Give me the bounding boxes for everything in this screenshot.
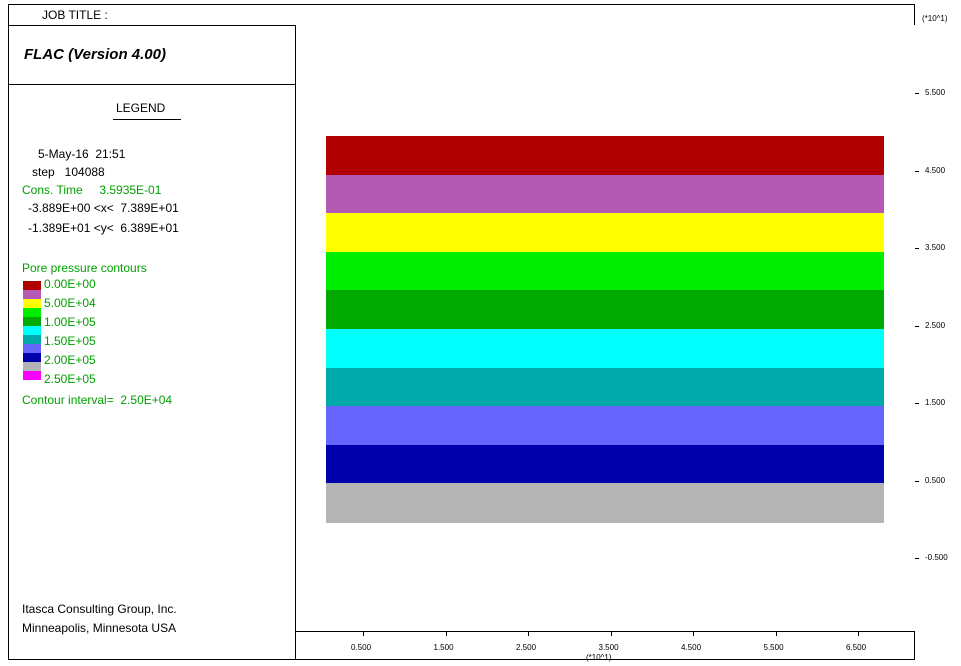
contour-band <box>326 406 884 446</box>
y-tick <box>915 403 919 404</box>
contour-label: 1.00E+05 <box>44 315 96 329</box>
contour-label: 2.00E+05 <box>44 353 96 367</box>
contour-interval: Contour interval= 2.50E+04 <box>22 393 173 407</box>
date-time: 5-May-16 21:51 <box>38 147 126 161</box>
x-tick <box>775 632 777 636</box>
x-tick <box>528 632 529 636</box>
contour-band <box>326 444 884 484</box>
x-axis-line <box>296 631 915 632</box>
contour-band <box>326 483 884 523</box>
x-tick-label: 4.500 <box>681 643 702 652</box>
contour-band <box>326 213 884 253</box>
contour-band <box>326 136 884 176</box>
contour-swatches <box>23 281 41 380</box>
step-count: step 104088 <box>32 165 105 179</box>
legend-swatch <box>23 371 41 380</box>
legend-swatch <box>23 299 41 308</box>
y-range: -1.389E+01 <y< 6.389E+01 <box>28 221 179 235</box>
legend-panel <box>8 25 296 660</box>
x-tick-label: 5.500 <box>763 643 784 652</box>
x-range: -3.889E+00 <x< 7.389E+01 <box>28 201 179 215</box>
contour-band <box>326 367 884 407</box>
y-tick <box>915 93 919 94</box>
x-tick <box>445 632 447 636</box>
x-tick-label: 0.500 <box>351 643 372 652</box>
contour-heading: Pore pressure contours <box>22 261 147 275</box>
company-name: Itasca Consulting Group, Inc. <box>22 602 177 616</box>
legend-swatch <box>23 362 41 371</box>
program-title: FLAC (Version 4.00) <box>24 46 166 63</box>
x-tick-label: 1.500 <box>433 643 454 652</box>
job-title-bar <box>8 4 915 26</box>
cons-time: Cons. Time 3.5935E-01 <box>22 183 162 197</box>
y-tick <box>915 558 919 559</box>
contour-band <box>326 174 884 214</box>
legend-swatch <box>23 326 41 335</box>
y-tick-label: 1.500 <box>925 398 946 407</box>
y-tick <box>915 480 919 482</box>
legend-swatch <box>23 317 41 326</box>
y-tick-label: 5.500 <box>925 88 946 97</box>
legend-swatch <box>23 281 41 290</box>
contour-label: 1.50E+05 <box>44 334 96 348</box>
contour-band <box>326 329 884 369</box>
y-axis-multiplier: (*10^1) <box>922 14 948 23</box>
x-tick <box>610 632 612 636</box>
y-tick-label: 2.500 <box>925 320 946 330</box>
legend-title: LEGEND <box>116 101 166 115</box>
contour-band <box>326 251 884 291</box>
y-tick <box>915 248 919 249</box>
x-tick-label: 3.500 <box>598 643 619 652</box>
y-tick <box>915 325 919 327</box>
contour-band <box>326 290 884 330</box>
legend-swatch <box>23 290 41 299</box>
legend-underline <box>113 119 181 120</box>
y-tick <box>915 170 919 172</box>
legend-swatch <box>23 344 41 353</box>
x-axis-multiplier: (*10^1) <box>586 653 612 662</box>
company-location: Minneapolis, Minnesota USA <box>22 621 177 635</box>
legend-swatch <box>23 353 41 362</box>
x-tick <box>363 632 364 636</box>
program-title-box <box>8 25 296 85</box>
x-tick <box>693 632 694 636</box>
contour-label: 5.00E+04 <box>44 296 96 310</box>
y-tick-label: 3.500 <box>925 243 946 252</box>
legend-swatch <box>23 308 41 317</box>
y-tick-label: 0.500 <box>925 475 946 485</box>
x-tick-label: 6.500 <box>846 643 867 652</box>
y-tick-label: 4.500 <box>925 165 946 175</box>
job-title: JOB TITLE : <box>42 8 108 22</box>
contour-label: 0.00E+00 <box>44 277 96 291</box>
legend-swatch <box>23 335 41 344</box>
x-tick-label: 2.500 <box>516 643 537 652</box>
y-tick-label: -0.500 <box>925 553 948 562</box>
x-tick <box>858 632 859 636</box>
contour-label: 2.50E+05 <box>44 372 96 386</box>
